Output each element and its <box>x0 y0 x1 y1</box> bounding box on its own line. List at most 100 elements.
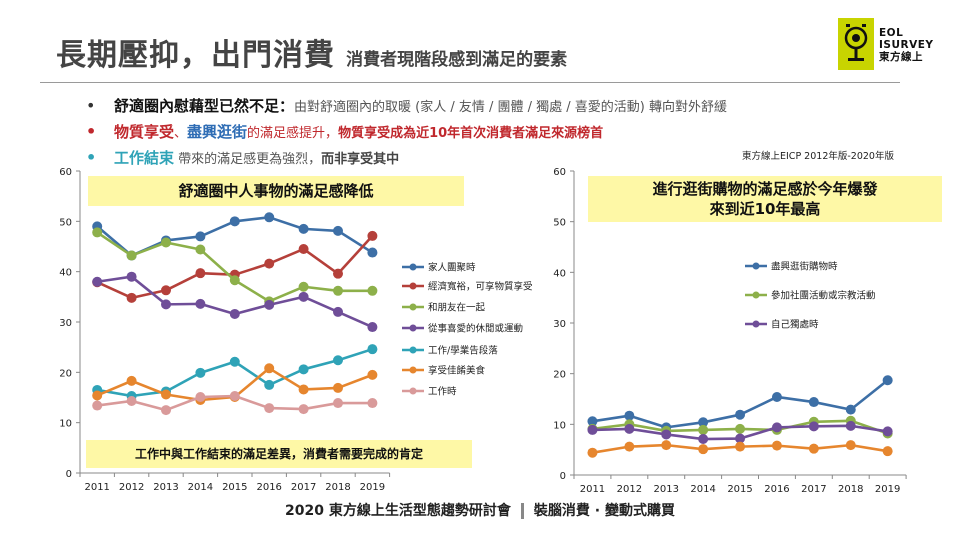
footer-divider <box>520 503 524 519</box>
data-point-3 <box>229 308 240 319</box>
legend-label: 工作/學業告段落 <box>428 345 498 357</box>
data-point-0 <box>229 216 240 227</box>
x-tick-label: 2018 <box>838 484 863 495</box>
x-tick-label: 2014 <box>188 482 213 493</box>
x-tick-label: 2011 <box>580 484 605 495</box>
data-point-5 <box>126 375 137 386</box>
data-point-3 <box>195 298 206 309</box>
data-point-2 <box>161 237 171 248</box>
y-tick-label: 20 <box>59 368 72 379</box>
data-point-1 <box>298 244 309 255</box>
bullet-text: 的滿足感提升， <box>247 126 339 141</box>
y-tick-label: 40 <box>553 268 566 279</box>
legend-swatch-marker <box>409 282 417 290</box>
data-point-2 <box>624 423 635 434</box>
x-tick-label: 2019 <box>875 484 900 495</box>
footer: 2020 東方線上生活型態趨勢研討會 裝腦消費 · 變動式購買 <box>0 500 960 520</box>
data-point-2 <box>808 421 819 432</box>
data-point-5 <box>264 363 275 374</box>
x-tick-label: 2017 <box>291 482 316 493</box>
callout-work-gap: 工作中與工作結束的滿足差異，消費者需要完成的肯定 <box>86 440 472 468</box>
data-point-0 <box>333 225 343 236</box>
legend-label: 從事喜愛的休閒或運動 <box>428 323 523 335</box>
data-point-0 <box>735 409 746 420</box>
y-tick-label: 20 <box>553 370 566 381</box>
data-point-2 <box>587 424 598 435</box>
data-point-6 <box>126 396 137 407</box>
y-tick-label: 30 <box>59 318 72 329</box>
data-point-3 <box>771 440 782 451</box>
data-point-6 <box>333 398 343 409</box>
data-point-3 <box>624 441 635 452</box>
data-point-5 <box>92 390 103 401</box>
data-point-4 <box>195 367 206 378</box>
legend-swatch-marker <box>409 366 417 374</box>
data-point-4 <box>367 344 378 355</box>
data-point-1 <box>367 230 378 241</box>
data-point-3 <box>845 440 856 451</box>
data-point-1 <box>698 424 709 435</box>
legend-label: 享受佳餚美食 <box>428 365 486 377</box>
legend-label: 和朋友在一起 <box>428 302 486 314</box>
bullet-material-shopping: • 物質享受、盡興逛街的滿足感提升，物質享受成為近10年首次消費者滿足來源榜首 <box>86 120 727 146</box>
data-point-3 <box>367 322 378 333</box>
data-point-2 <box>771 422 782 433</box>
bullet-sep: 、 <box>174 126 188 141</box>
legend-label: 參加社團活動或宗教活動 <box>771 290 876 302</box>
footer-theme: 裝腦消費 · 變動式購買 <box>533 503 675 519</box>
bullet-highlight: 物質享受成為近10年首次消費者滿足來源榜首 <box>338 126 604 141</box>
data-point-1 <box>333 268 343 279</box>
data-point-2 <box>298 281 309 292</box>
data-point-2 <box>92 227 103 238</box>
y-tick-label: 0 <box>66 469 72 480</box>
title-divider <box>40 82 900 83</box>
data-point-1 <box>126 292 137 303</box>
x-tick-label: 2016 <box>764 484 789 495</box>
data-point-0 <box>845 404 856 415</box>
x-tick-label: 2018 <box>325 482 350 493</box>
title-main: 長期壓抑，出門消費 <box>56 38 335 73</box>
data-point-3 <box>333 306 343 317</box>
data-point-4 <box>264 379 275 390</box>
y-tick-label: 50 <box>553 218 566 229</box>
data-point-0 <box>771 391 782 402</box>
data-point-6 <box>298 404 309 415</box>
data-point-1 <box>735 423 746 434</box>
data-point-2 <box>698 434 709 445</box>
data-point-5 <box>367 369 378 380</box>
footer-event: 2020 東方線上生活型態趨勢研討會 <box>285 503 511 519</box>
data-point-5 <box>298 384 309 395</box>
data-point-6 <box>264 403 275 414</box>
y-tick-label: 0 <box>560 471 566 482</box>
callout-comfort-decline: 舒適圈中人事物的滿足感降低 <box>88 176 464 206</box>
legend-swatch-marker <box>752 320 760 328</box>
data-point-0 <box>698 417 709 428</box>
data-point-3 <box>92 276 103 287</box>
data-point-0 <box>587 416 598 427</box>
data-point-2 <box>195 244 206 255</box>
logo-line3: 東方線上 <box>879 51 923 63</box>
data-point-3 <box>587 447 598 458</box>
data-point-3 <box>298 291 309 302</box>
bullet-key-shopping: 盡興逛街 <box>187 123 248 141</box>
data-point-4 <box>298 364 309 375</box>
bullet-key: 舒適圈內慰藉型已然不足： <box>114 97 295 115</box>
data-point-6 <box>367 398 378 409</box>
x-tick-label: 2015 <box>222 482 247 493</box>
x-tick-label: 2014 <box>690 484 715 495</box>
legend-swatch-marker <box>409 303 417 311</box>
bullet-dot: • <box>86 122 97 141</box>
y-tick-label: 30 <box>553 319 566 330</box>
bullet-dot: • <box>86 148 97 167</box>
data-point-3 <box>661 440 672 451</box>
callout-line1: 進行逛街購物的滿足感於今年爆發 <box>652 180 878 198</box>
x-tick-label: 2012 <box>119 482 144 493</box>
x-tick-label: 2012 <box>617 484 642 495</box>
data-point-6 <box>92 400 103 411</box>
bullet-emphasis: 而非享受其中 <box>321 152 400 167</box>
data-point-6 <box>161 405 171 416</box>
bullet-dot: • <box>86 96 96 115</box>
data-point-2 <box>845 420 856 431</box>
x-tick-label: 2016 <box>256 482 281 493</box>
title-sub: 消費者現階段感到滿足的要素 <box>346 50 568 70</box>
